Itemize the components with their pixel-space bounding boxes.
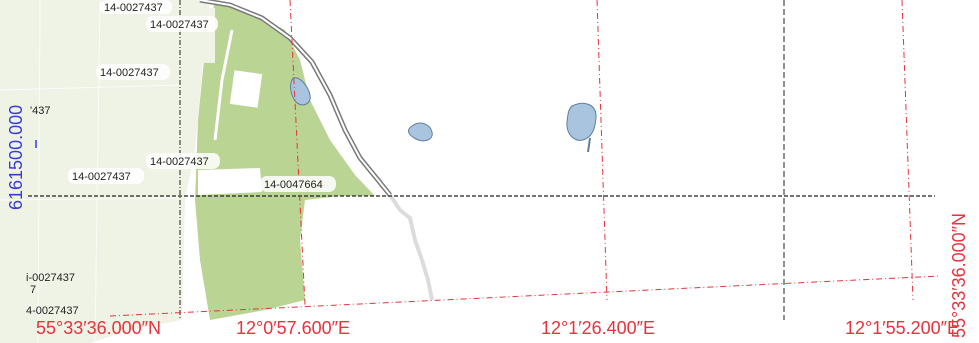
svg-text:14-0027437: 14-0027437 bbox=[150, 156, 209, 168]
field-boundary-lines bbox=[0, 0, 181, 343]
svg-text:i-0027437: i-0027437 bbox=[26, 272, 75, 284]
graticule-label-latitude: 55°33′36.000″N bbox=[36, 318, 161, 338]
parcel-label: 7 bbox=[30, 284, 36, 296]
parcel-label: 14-0047664 bbox=[260, 176, 336, 192]
graticule-meridian bbox=[596, 0, 608, 301]
svg-text:14-0027437: 14-0027437 bbox=[104, 2, 163, 14]
pond-1 bbox=[290, 77, 311, 106]
svg-text:14-0047664: 14-0047664 bbox=[264, 179, 323, 191]
graticule-label-latitude-right: 55°33′36.000″N bbox=[949, 213, 969, 338]
svg-text:'437: '437 bbox=[30, 105, 50, 117]
svg-text:7: 7 bbox=[30, 284, 36, 296]
graticule-parallel bbox=[109, 275, 941, 317]
graticule-meridian bbox=[289, 0, 306, 306]
parcel-label: 14-0027437 bbox=[146, 153, 220, 169]
parcel-label: 14-0027437 bbox=[100, 0, 172, 14]
lake bbox=[566, 102, 597, 141]
pond-2 bbox=[408, 122, 433, 142]
graticule-label-longitude: 12°0′57.600″E bbox=[236, 318, 350, 338]
graticule-label-longitude: 12°1′26.400″E bbox=[541, 318, 655, 338]
graticule-label-longitude: 12°1′55.200″E bbox=[845, 318, 959, 338]
svg-text:14-0027437: 14-0027437 bbox=[100, 67, 159, 79]
parcel-label: i-0027437 bbox=[26, 272, 75, 284]
svg-text:4-0027437: 4-0027437 bbox=[26, 305, 79, 317]
parcel-label: 14-0027437 bbox=[96, 64, 170, 80]
forest-track bbox=[213, 29, 234, 141]
stream bbox=[587, 137, 591, 153]
parcel-label: 14-0027437 bbox=[68, 168, 144, 184]
parcel-label: 14-0027437 bbox=[146, 16, 218, 32]
parcel-label: '437 bbox=[30, 105, 50, 117]
path bbox=[388, 193, 434, 301]
forest-clearing bbox=[229, 70, 263, 108]
grid-coordinate-northing: 6161500.000 bbox=[6, 105, 26, 210]
graticule-meridian bbox=[901, 0, 914, 301]
svg-text:14-0027437: 14-0027437 bbox=[72, 171, 131, 183]
parcel-label: 4-0027437 bbox=[26, 305, 79, 317]
road-inner bbox=[199, 0, 391, 196]
forest-clearing bbox=[198, 168, 262, 195]
svg-text:14-0027437: 14-0027437 bbox=[150, 19, 209, 31]
